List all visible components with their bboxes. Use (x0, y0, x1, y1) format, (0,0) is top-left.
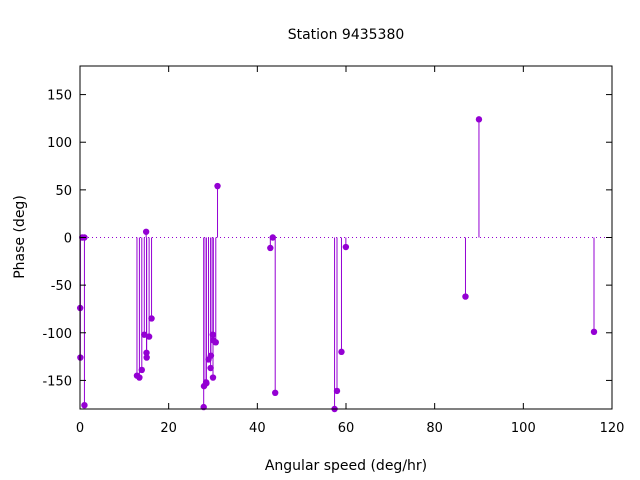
stem-marker (145, 333, 153, 340)
y-axis-label: Phase (deg) (12, 195, 28, 279)
data-point (333, 237, 341, 395)
y-tick-label: 150 (47, 89, 72, 104)
data-point (214, 182, 221, 238)
data-point (141, 237, 148, 338)
x-tick-label: 120 (600, 421, 625, 436)
stem-marker (462, 293, 469, 300)
plot-frame (79, 65, 613, 410)
x-tick-label: 60 (338, 421, 355, 436)
stem-marker (475, 116, 483, 123)
stem-marker (203, 380, 210, 387)
stem-marker (81, 401, 88, 409)
stem-marker (333, 387, 341, 395)
x-tick-label: 80 (426, 421, 443, 436)
stems-layer (76, 116, 598, 413)
x-axis-label: Angular speed (deg/hr) (265, 458, 427, 474)
y-tick-label: -100 (42, 327, 72, 342)
ticks-layer: 0 20 40 60 80 100 120 -150 -100 -50 0 50 100 150 (42, 66, 624, 436)
data-point (136, 237, 143, 381)
data-point (590, 237, 598, 336)
stem-marker (138, 366, 146, 374)
data-point (212, 237, 219, 346)
x-tick-label: 100 (511, 421, 536, 436)
data-point (338, 237, 345, 356)
stem-marker (271, 389, 279, 397)
stem-marker (590, 328, 598, 336)
stem-marker (141, 331, 148, 338)
data-point (138, 237, 146, 374)
stem-marker (148, 315, 155, 322)
stem-marker (212, 339, 219, 346)
stem-marker (214, 182, 221, 190)
y-tick-label: -150 (42, 374, 72, 389)
data-point (269, 234, 276, 241)
stem-marker (342, 243, 350, 251)
x-tick-label: 0 (76, 421, 84, 436)
stem-marker (207, 364, 214, 372)
y-tick-label: 100 (47, 136, 72, 151)
y-tick-label: -50 (51, 279, 72, 294)
data-point (81, 237, 88, 409)
data-point (342, 237, 350, 251)
data-point (142, 228, 150, 238)
x-tick-label: 20 (160, 421, 177, 436)
y-tick-label: 50 (55, 184, 72, 199)
stem-marker (136, 374, 143, 381)
stem-marker (142, 228, 150, 235)
data-point (271, 237, 279, 397)
stem-marker (269, 234, 276, 241)
stem-marker (267, 244, 274, 252)
data-point (462, 237, 469, 300)
y-tick-label: 0 (64, 232, 72, 247)
data-point (475, 116, 483, 238)
data-point (148, 237, 155, 322)
chart-title-text: Station 9435380 (288, 27, 405, 43)
x-tick-label: 40 (249, 421, 266, 436)
stem-marker (338, 348, 345, 356)
stem-marker (209, 374, 217, 381)
chart-title: Station 9435380 (288, 27, 405, 43)
stem-marker (143, 354, 150, 361)
